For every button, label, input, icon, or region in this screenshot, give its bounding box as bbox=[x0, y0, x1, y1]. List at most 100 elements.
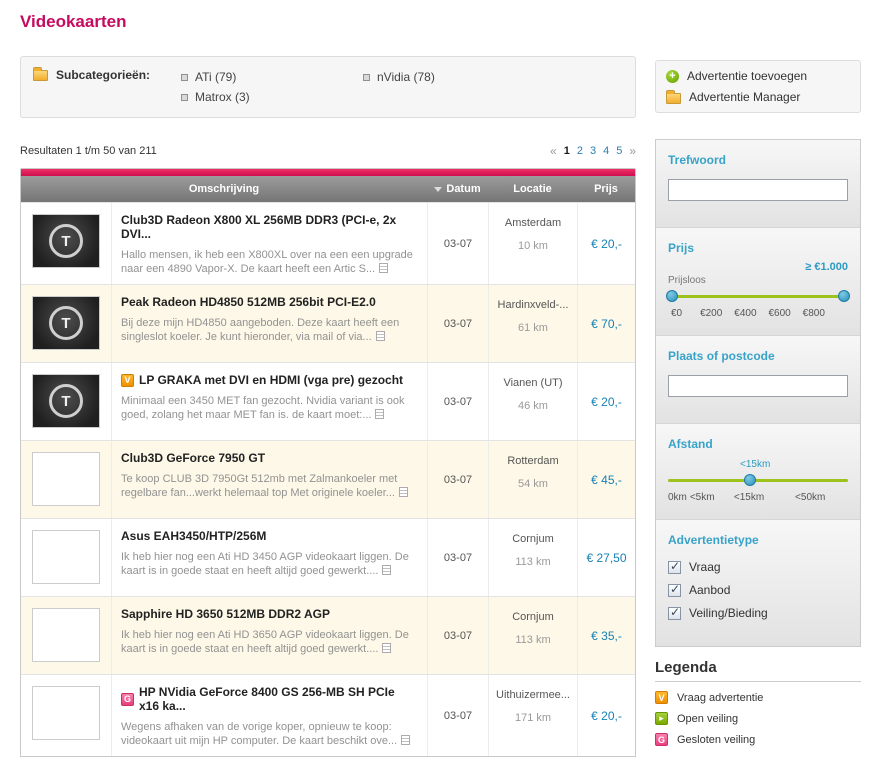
listing-row: Asus EAH3450/HTP/256M Ik heb hier nog ee… bbox=[21, 518, 635, 596]
checkbox-icon[interactable] bbox=[668, 605, 681, 620]
listing-price: € 70,- bbox=[577, 285, 635, 362]
listing-location: Rotterdam 54 km bbox=[488, 441, 577, 518]
listing-row: G HP NVidia GeForce 8400 GS 256-MB SH PC… bbox=[21, 674, 635, 756]
keyword-input[interactable] bbox=[668, 179, 848, 201]
adtype-option[interactable]: Aanbod bbox=[668, 582, 848, 597]
listing-summary-cell: Peak Radeon HD4850 512MB 256bit PCI-E2.0… bbox=[111, 285, 427, 362]
price-heading: Prijs bbox=[668, 241, 695, 255]
pagination-page-2[interactable]: 2 bbox=[576, 145, 583, 157]
listing-date: 03-07 bbox=[427, 203, 488, 284]
listing-summary-cell: Asus EAH3450/HTP/256M Ik heb hier nog ee… bbox=[111, 519, 427, 596]
place-section: Plaats of postcode bbox=[656, 335, 860, 423]
price-tick-labels: €0 €200 €400 €600 €800 bbox=[668, 308, 848, 321]
listing-thumbnail[interactable] bbox=[32, 530, 100, 584]
listing-title-link[interactable]: Sapphire HD 3650 512MB DDR2 AGP bbox=[121, 607, 330, 621]
listing-title-link[interactable]: LP GRAKA met DVI en HDMI (vga pre) gezoc… bbox=[139, 373, 404, 387]
pagination-page-3[interactable]: 3 bbox=[589, 145, 597, 157]
listing-title-link[interactable]: Club3D Radeon X800 XL 256MB DDR3 (PCI-e,… bbox=[121, 213, 397, 241]
bullet-icon bbox=[181, 93, 188, 101]
listing-distance: 46 km bbox=[518, 400, 548, 412]
listing-thumbnail[interactable] bbox=[32, 608, 100, 662]
legend-label: Vraag advertentie bbox=[677, 691, 764, 704]
listing-thumbnail[interactable] bbox=[32, 374, 100, 428]
filter-panel: Trefwoord Prijs ≥ €1.000 Prijsloos €0 €20… bbox=[655, 139, 861, 647]
listing-thumbnail-cell bbox=[21, 519, 111, 596]
subcategory-link[interactable]: nVidia (78) bbox=[363, 67, 545, 87]
attachment-icon bbox=[382, 643, 392, 653]
subcategory-label: Matrox (3) bbox=[195, 90, 250, 104]
listing-price: € 20,- bbox=[577, 203, 635, 284]
table-accent-bar bbox=[21, 169, 635, 176]
listing-date: 03-07 bbox=[427, 675, 488, 756]
subcategory-link[interactable]: Matrox (3) bbox=[181, 87, 363, 107]
adtype-option[interactable]: Veiling/Bieding bbox=[668, 605, 848, 620]
listing-row: Sapphire HD 3650 512MB DDR2 AGP Ik heb h… bbox=[21, 596, 635, 674]
adtype-label: Veiling/Bieding bbox=[689, 606, 768, 620]
subcategories-label: Subcategorieën: bbox=[56, 68, 151, 82]
checkbox-icon[interactable] bbox=[668, 559, 681, 574]
pagination-page-1[interactable]: 1 bbox=[563, 145, 570, 157]
keyword-heading: Trefwoord bbox=[668, 153, 727, 167]
price-slider[interactable] bbox=[666, 289, 850, 303]
listing-thumbnail[interactable] bbox=[32, 214, 100, 268]
attachment-icon bbox=[375, 331, 385, 341]
listing-thumbnail-cell bbox=[21, 285, 111, 362]
listing-location: Cornjum 113 km bbox=[488, 519, 577, 596]
listing-location: Uithuizermee... 171 km bbox=[488, 675, 577, 756]
listing-thumbnail[interactable] bbox=[32, 452, 100, 506]
listing-title-link[interactable]: Peak Radeon HD4850 512MB 256bit PCI-E2.0 bbox=[121, 295, 376, 309]
main-content: Videokaarten Subcategorieën: ATi (79) nV… bbox=[20, 0, 636, 757]
pagination-prev[interactable]: « bbox=[550, 144, 557, 158]
checkbox-icon[interactable] bbox=[668, 582, 681, 597]
listing-thumbnail[interactable] bbox=[32, 686, 100, 740]
adtype-heading: Advertentietype bbox=[668, 533, 759, 547]
listing-distance: 171 km bbox=[514, 712, 552, 724]
listing-summary-cell: V LP GRAKA met DVI en HDMI (vga pre) gez… bbox=[111, 363, 427, 440]
pagination-page-5[interactable]: 5 bbox=[616, 145, 623, 157]
column-header-prijs[interactable]: Prijs bbox=[594, 183, 618, 195]
column-header-datum[interactable]: Datum bbox=[427, 183, 488, 195]
legend-title: Legenda bbox=[655, 659, 861, 682]
distance-tick: <5km bbox=[689, 492, 715, 503]
attachment-icon bbox=[401, 735, 411, 745]
listing-title-link[interactable]: Club3D GeForce 7950 GT bbox=[121, 451, 266, 465]
listing-title-link[interactable]: HP NVidia GeForce 8400 GS 256-MB SH PCIe… bbox=[139, 685, 395, 713]
listing-distance: 61 km bbox=[518, 322, 548, 334]
keyword-section: Trefwoord bbox=[656, 140, 860, 227]
distance-slider-track[interactable] bbox=[668, 479, 848, 482]
listing-city: Vianen (UT) bbox=[503, 377, 563, 389]
price-slider-handle-max[interactable] bbox=[838, 290, 850, 302]
listing-location: Hardinxveld-... 61 km bbox=[488, 285, 577, 362]
place-heading: Plaats of postcode bbox=[668, 349, 775, 363]
listing-price: € 20,- bbox=[577, 675, 635, 756]
place-input[interactable] bbox=[668, 375, 848, 397]
subcategory-link[interactable]: ATi (79) bbox=[181, 67, 363, 87]
column-header-omschrijving[interactable]: Omschrijving bbox=[188, 183, 260, 195]
listing-city: Amsterdam bbox=[504, 217, 562, 229]
distance-slider-handle[interactable] bbox=[743, 474, 756, 486]
listing-title-link[interactable]: Asus EAH3450/HTP/256M bbox=[121, 529, 267, 543]
open-badge-icon: ▸ bbox=[655, 712, 668, 725]
listing-description: Minimaal een 3450 MET fan gezocht. Nvidi… bbox=[121, 395, 405, 421]
price-tick: €800 bbox=[802, 308, 825, 319]
column-header-locatie[interactable]: Locatie bbox=[513, 183, 552, 195]
distance-slider[interactable] bbox=[668, 473, 848, 487]
listing-distance: 54 km bbox=[518, 478, 548, 490]
pagination-page-4[interactable]: 4 bbox=[603, 145, 610, 157]
ad-manager-link[interactable]: Advertentie Manager bbox=[666, 89, 850, 104]
listing-row: Club3D GeForce 7950 GT Te koop CLUB 3D 7… bbox=[21, 440, 635, 518]
listing-summary-cell: G HP NVidia GeForce 8400 GS 256-MB SH PC… bbox=[111, 675, 427, 756]
distance-tick-labels: 0km <5km <15km <50km bbox=[668, 492, 848, 505]
price-slider-track[interactable] bbox=[668, 295, 848, 298]
listing-row: Peak Radeon HD4850 512MB 256bit PCI-E2.0… bbox=[21, 284, 635, 362]
listing-description: Hallo mensen, ik heb een X800XL over na … bbox=[121, 249, 413, 275]
bullet-icon bbox=[363, 73, 370, 81]
results-summary: Resultaten 1 t/m 50 van 211 bbox=[20, 145, 157, 157]
price-tick: €200 bbox=[700, 308, 723, 319]
pagination-next[interactable]: » bbox=[629, 144, 636, 158]
add-ad-link[interactable]: + Advertentie toevoegen bbox=[666, 69, 850, 83]
price-slider-handle-min[interactable] bbox=[666, 290, 678, 302]
listing-thumbnail[interactable] bbox=[32, 296, 100, 350]
adtype-option[interactable]: Vraag bbox=[668, 559, 848, 574]
listing-description: Bij deze mijn HD4850 aangeboden. Deze ka… bbox=[121, 317, 400, 343]
